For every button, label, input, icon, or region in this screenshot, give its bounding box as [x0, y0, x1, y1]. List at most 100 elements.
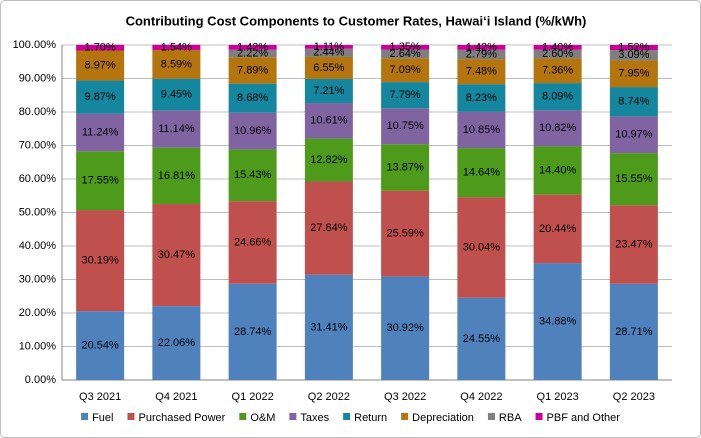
y-tick-label: 50.00%: [19, 206, 57, 218]
bar-segment: [609, 116, 658, 154]
data-label: 1.40%: [542, 41, 573, 53]
bar-segment: [457, 45, 506, 50]
legend-label: Fuel: [92, 412, 113, 424]
data-label: 1.52%: [618, 41, 649, 53]
data-label: 12.82%: [310, 154, 348, 166]
bar-segment: [152, 110, 201, 148]
y-tick-label: 0.00%: [25, 374, 56, 386]
data-label: 24.55%: [463, 333, 501, 345]
bar-segment: [457, 59, 506, 85]
bar-segment: [228, 112, 277, 150]
data-label: 8.23%: [466, 92, 497, 104]
data-label: 3.09%: [618, 49, 649, 61]
data-label: 30.04%: [463, 241, 501, 253]
bar-segment: [457, 197, 506, 298]
data-label: 13.87%: [386, 161, 424, 173]
chart-title: Contributing Cost Components to Customer…: [126, 13, 587, 28]
data-label: 2.22%: [237, 47, 268, 59]
bar-segment: [228, 201, 277, 284]
y-tick-label: 40.00%: [19, 240, 57, 252]
data-label: 14.40%: [539, 164, 577, 176]
bar-segment: [381, 58, 430, 83]
bar-segment: [381, 82, 430, 109]
data-label: 1.35%: [390, 41, 421, 53]
bar-segment: [457, 148, 506, 198]
data-label: 10.96%: [234, 125, 272, 137]
legend-swatch: [535, 413, 543, 420]
legend-label: Purchased Power: [138, 412, 225, 424]
bar-segment: [152, 49, 201, 79]
bar-segment: [609, 153, 658, 206]
x-tick-label: Q1 2023: [537, 391, 579, 403]
legend-swatch: [289, 413, 297, 420]
data-label: 2.64%: [390, 48, 421, 60]
data-label: 10.85%: [463, 124, 501, 136]
bar-segment: [381, 190, 430, 277]
data-label: 20.44%: [539, 223, 577, 235]
data-label: 8.97%: [85, 59, 116, 71]
bar-segment: [457, 84, 506, 112]
data-label: 10.61%: [310, 115, 348, 127]
bar-segment: [533, 263, 582, 380]
bar-segment: [533, 49, 582, 59]
data-label: 9.87%: [85, 91, 116, 103]
data-label: 1.54%: [161, 41, 192, 53]
bar-segment: [609, 60, 658, 88]
data-label: 7.09%: [390, 64, 421, 76]
bar-segment: [304, 78, 353, 104]
data-label: 9.45%: [161, 88, 192, 100]
data-label: 8.59%: [161, 58, 192, 70]
legend-swatch: [127, 413, 135, 420]
data-label: 27.84%: [310, 222, 348, 234]
bar-segment: [76, 44, 125, 51]
bar-segment: [609, 50, 658, 61]
legend-label: Depreciation: [412, 412, 474, 424]
bar-segment: [152, 147, 201, 205]
data-label: 28.74%: [234, 326, 272, 338]
bar-segment: [304, 138, 353, 182]
bar-segment: [76, 151, 125, 211]
data-label: 30.19%: [81, 255, 119, 267]
x-tick-label: Q3 2021: [79, 391, 121, 403]
bar-segment: [228, 149, 277, 202]
y-tick-label: 80.00%: [19, 106, 57, 118]
data-label: 2.44%: [313, 47, 344, 59]
bar-segment: [304, 48, 353, 57]
bar-segment: [228, 57, 277, 84]
bar-segment: [152, 44, 201, 50]
data-label: 22.06%: [158, 337, 196, 349]
data-label: 1.42%: [237, 41, 268, 53]
bar-segment: [76, 113, 125, 152]
data-label: 7.21%: [313, 85, 344, 97]
y-tick-label: 20.00%: [19, 307, 57, 319]
x-tick-label: Q4 2021: [155, 391, 197, 403]
data-label: 8.09%: [542, 91, 573, 103]
legend-swatch: [81, 413, 89, 420]
x-tick-label: Q4 2022: [460, 391, 502, 403]
bar-segment: [381, 108, 430, 145]
data-label: 31.41%: [310, 321, 348, 333]
data-label: 17.55%: [81, 175, 119, 187]
bar-segment: [76, 311, 125, 380]
data-label: 28.71%: [615, 326, 653, 338]
y-tick-label: 30.00%: [19, 273, 57, 285]
data-label: 14.64%: [463, 167, 501, 179]
bar-segment: [228, 83, 277, 113]
bar-segment: [609, 45, 658, 51]
legend-swatch: [487, 413, 495, 420]
data-label: 8.74%: [618, 96, 649, 108]
bar-segment: [76, 50, 125, 81]
data-label: 20.54%: [81, 340, 119, 352]
bar-segment: [609, 205, 658, 284]
data-label: 24.66%: [234, 236, 272, 248]
bar-segment: [76, 80, 125, 114]
bar-segment: [381, 45, 430, 50]
data-label: 7.89%: [237, 64, 268, 76]
data-label: 7.95%: [618, 68, 649, 80]
data-label: 7.36%: [542, 65, 573, 77]
x-tick-label: Q2 2023: [613, 391, 655, 403]
data-label: 1.70%: [85, 42, 116, 54]
data-label: 2.60%: [542, 48, 573, 60]
bar-segment: [152, 78, 201, 111]
